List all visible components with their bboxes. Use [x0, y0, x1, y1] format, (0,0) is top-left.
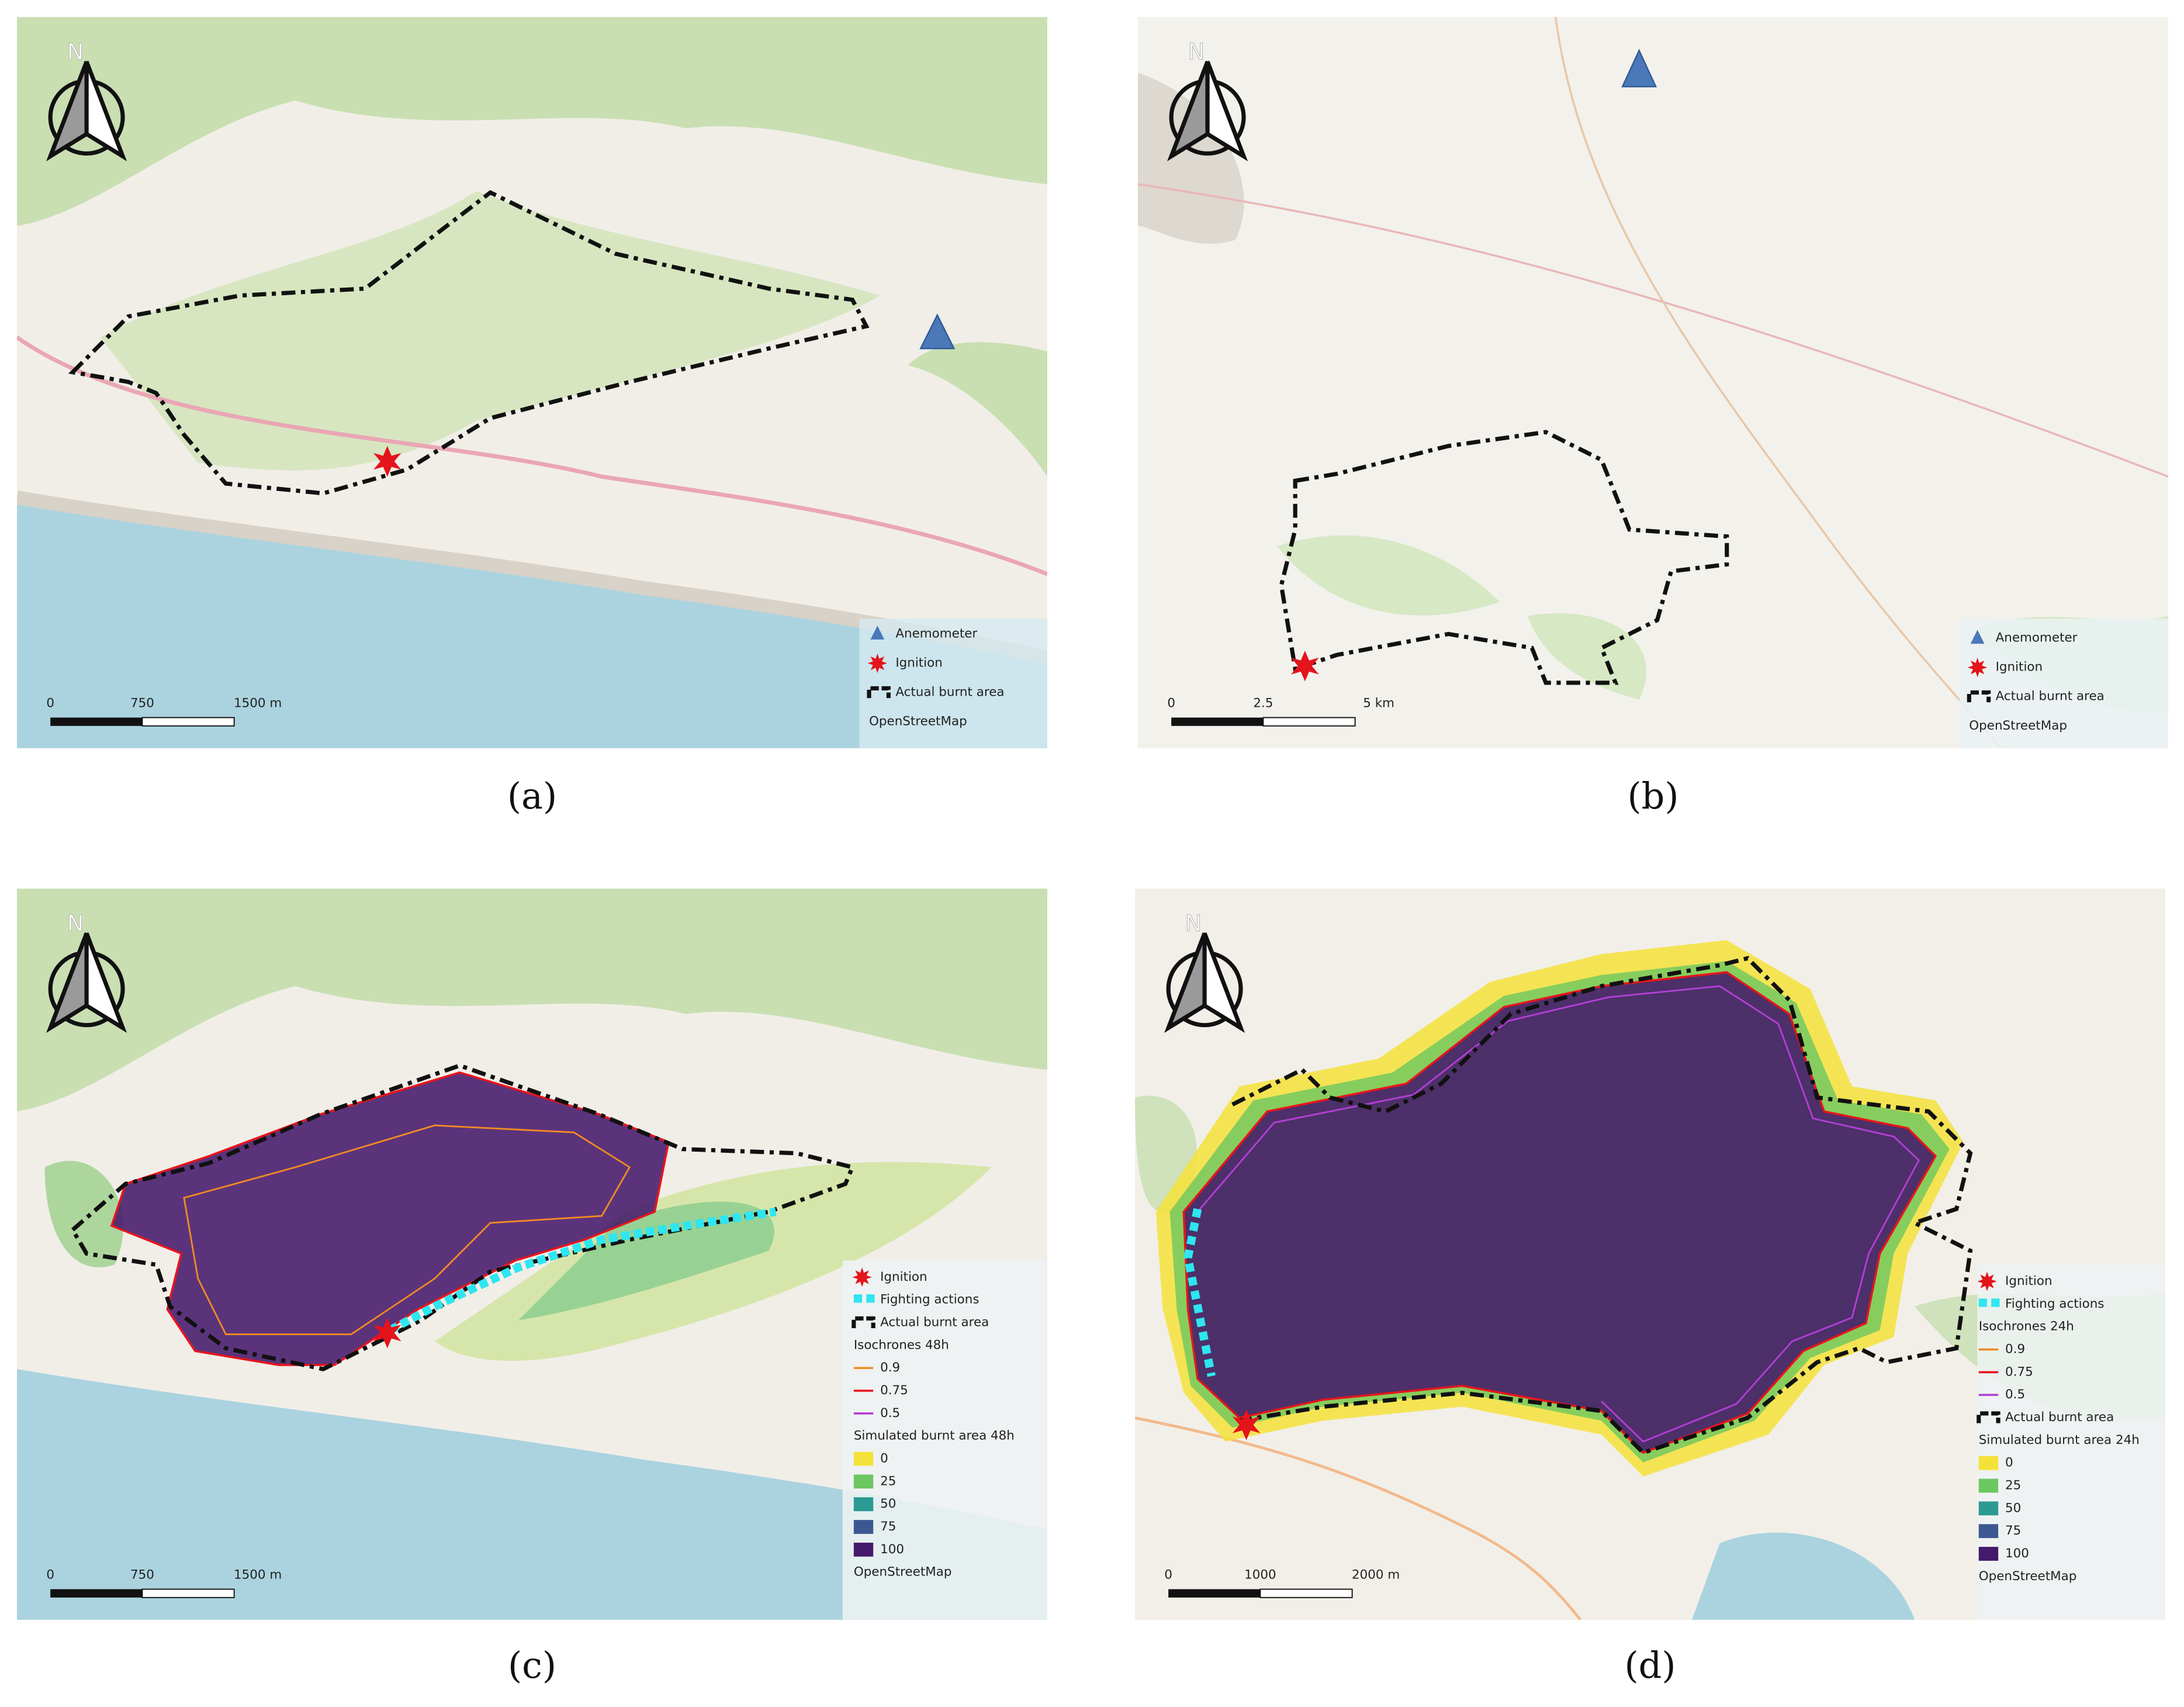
legend-symbol — [1978, 1501, 1999, 1516]
map-panel: N Anemometer Ignition Actual burnt area Open… — [17, 17, 1047, 748]
legend-label: 75 — [880, 1519, 896, 1534]
legend-label: 0.9 — [2005, 1342, 2025, 1356]
legend-label: Simulated burnt area 24h — [1979, 1433, 2140, 1447]
scale-label: 0 — [46, 696, 54, 711]
legend-symbol — [852, 1316, 875, 1329]
legend-label: 50 — [2005, 1501, 2021, 1515]
legend-symbol — [1977, 1411, 2000, 1423]
legend-label: Ignition — [2005, 1274, 2053, 1288]
legend-symbol — [1967, 690, 1991, 703]
legend-label: OpenStreetMap — [1979, 1569, 2077, 1584]
legend-symbol — [853, 1520, 874, 1534]
legend-label: Actual burnt area — [895, 685, 1004, 700]
legend-label: Simulated burnt area 48h — [854, 1429, 1015, 1443]
scale-label: 2000 m — [1352, 1568, 1400, 1582]
legend-symbol — [1991, 1298, 2000, 1307]
north-label: N — [67, 39, 84, 65]
legend-label: 0.5 — [2005, 1387, 2025, 1402]
legend-label: Ignition — [1996, 660, 2043, 675]
legend-label: Actual burnt area — [1996, 689, 2105, 704]
legend-symbol — [853, 1497, 874, 1512]
legend-label: OpenStreetMap — [869, 714, 967, 729]
scale-label: 1500 m — [234, 696, 282, 711]
scale-bar-white — [1262, 717, 1356, 727]
scale-label: 0 — [1164, 1568, 1172, 1582]
legend-label: Anemometer — [895, 627, 977, 641]
legend-label: Fighting actions — [880, 1293, 979, 1307]
north-arrow-right — [84, 932, 127, 1033]
scale-bar-black — [1171, 717, 1264, 726]
legend-label: 0 — [2005, 1456, 2013, 1470]
legend-label: 100 — [880, 1542, 904, 1557]
legend-symbol — [1978, 1456, 1999, 1470]
north-label: N — [1185, 911, 1202, 937]
scale-bar-white — [141, 717, 235, 727]
scale-label: 2.5 — [1253, 696, 1273, 711]
map-panel: N Ignition Fighting actions Isochrones 24h 0… — [1135, 889, 2165, 1620]
scale-label: 750 — [130, 1568, 154, 1582]
legend-symbol — [1970, 630, 1985, 644]
legend-symbol — [867, 653, 888, 673]
legend-symbol — [1978, 1547, 1999, 1561]
caption: (d) — [1624, 1644, 1676, 1687]
legend-label: 25 — [880, 1474, 896, 1488]
legend-label: OpenStreetMap — [1969, 718, 2067, 733]
legend-symbol — [866, 1294, 875, 1303]
legend-symbol — [1978, 1298, 1988, 1307]
scale-bar-white — [141, 1588, 235, 1598]
north-arrow-right — [84, 61, 127, 161]
legend-label: OpenStreetMap — [854, 1565, 952, 1580]
legend-label: 0.75 — [2005, 1364, 2033, 1379]
legend-label: 25 — [2005, 1478, 2021, 1492]
scale-label: 1000 — [1244, 1568, 1276, 1582]
scale-bar-black — [50, 1589, 143, 1598]
legend-symbol — [853, 1542, 874, 1557]
legend-symbol — [852, 1267, 872, 1287]
caption: (a) — [507, 775, 558, 817]
scale-label: 750 — [130, 696, 154, 711]
caption: (c) — [507, 1644, 557, 1687]
legend-label: Ignition — [880, 1270, 927, 1284]
legend-symbol — [1967, 658, 1988, 678]
legend-label: Anemometer — [1996, 631, 2078, 645]
legend-label: 50 — [880, 1497, 896, 1511]
legend-label: 75 — [2005, 1523, 2021, 1538]
legend-label: Fighting actions — [2005, 1297, 2104, 1311]
legend-symbol — [853, 1452, 874, 1466]
north-arrow-right — [1205, 61, 1248, 161]
legend-label: 100 — [2005, 1546, 2029, 1561]
scale-bar-white — [1259, 1588, 1353, 1598]
scale-label: 5 km — [1363, 696, 1394, 711]
north-label: N — [67, 911, 84, 937]
scale-bar-black — [1168, 1589, 1261, 1598]
legend-label: 0 — [880, 1451, 888, 1466]
legend-symbol — [867, 686, 891, 699]
legend-symbol — [853, 1474, 874, 1489]
north-arrow-right — [1202, 932, 1245, 1033]
legend-label: Actual burnt area — [880, 1315, 989, 1329]
north-label: N — [1188, 39, 1205, 65]
legend-label: Actual burnt area — [2005, 1410, 2114, 1425]
scale-label: 1500 m — [234, 1568, 282, 1582]
legend-label: Ignition — [895, 656, 943, 671]
legend-symbol — [1978, 1478, 1999, 1493]
legend-label: 0.75 — [880, 1383, 908, 1398]
legend-label: Isochrones 48h — [854, 1338, 949, 1352]
caption: (b) — [1627, 775, 1679, 817]
legend-label: 0.5 — [880, 1406, 900, 1421]
legend-symbol — [1978, 1524, 1999, 1539]
legend-symbol — [853, 1294, 863, 1303]
legend-symbol — [870, 626, 885, 640]
map-panel: N Anemometer Ignition Actual burnt area Open… — [1138, 17, 2168, 748]
scale-bar-black — [50, 717, 143, 726]
legend-label: Isochrones 24h — [1979, 1319, 2074, 1334]
map-panel: N Ignition Fighting actions Actual burnt ar… — [17, 889, 1047, 1620]
scale-label: 0 — [46, 1568, 54, 1582]
scale-label: 0 — [1167, 696, 1175, 711]
legend-symbol — [1977, 1271, 1997, 1291]
legend-label: 0.9 — [880, 1360, 900, 1375]
